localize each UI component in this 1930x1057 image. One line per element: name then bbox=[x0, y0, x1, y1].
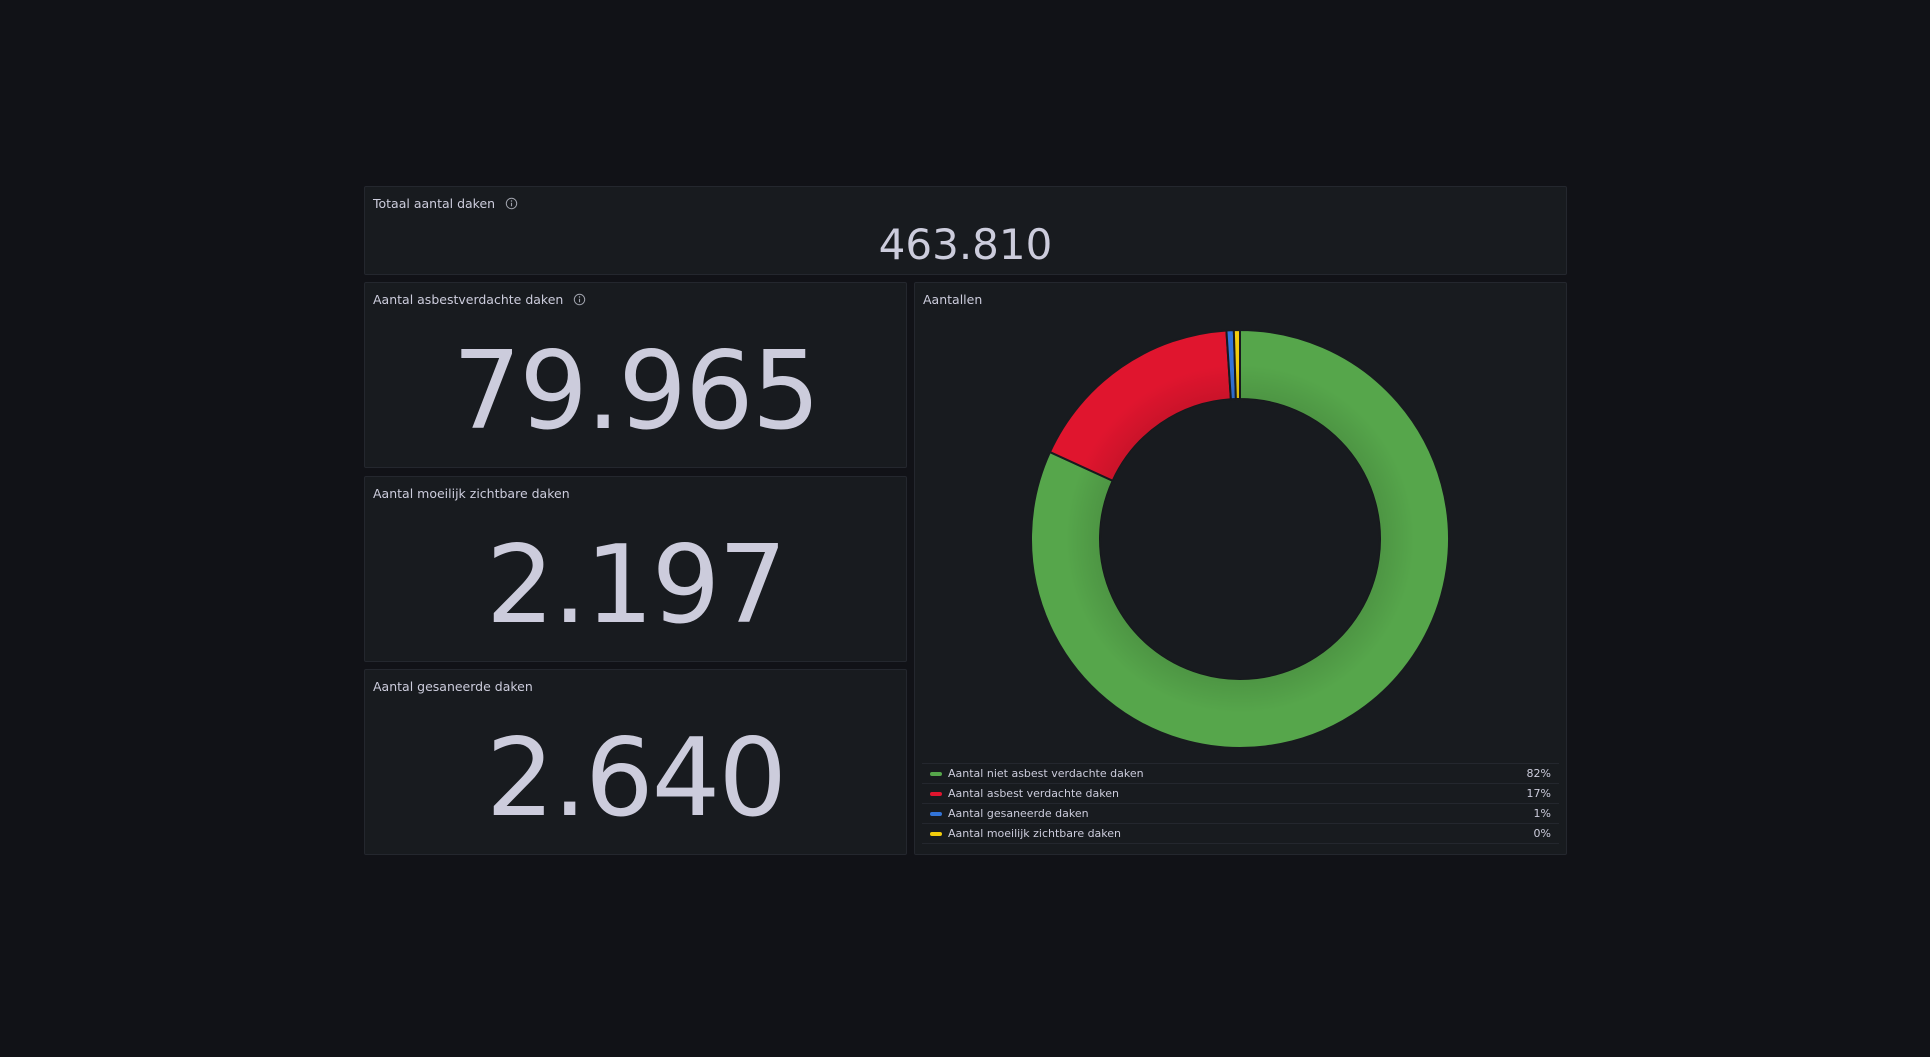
legend-label: Aantal gesaneerde daken bbox=[948, 807, 1089, 820]
panel-aantallen[interactable]: Aantallen Aantal niet asbest verdachte d… bbox=[914, 282, 1567, 855]
panel-title: Aantallen bbox=[923, 291, 983, 307]
donut-chart[interactable] bbox=[915, 283, 1566, 761]
info-icon[interactable] bbox=[505, 197, 518, 210]
legend-item[interactable]: Aantal asbest verdachte daken 17% bbox=[922, 783, 1559, 803]
stat-value: 463.810 bbox=[878, 220, 1053, 269]
panel-title: Aantal moeilijk zichtbare daken bbox=[373, 485, 570, 501]
legend-percent: 17% bbox=[1526, 787, 1551, 800]
panel-header: Aantal asbestverdachte daken bbox=[373, 289, 586, 309]
panel-header: Aantallen bbox=[923, 289, 982, 309]
legend-label: Aantal asbest verdachte daken bbox=[948, 787, 1119, 800]
panel-header: Aantal gesaneerde daken bbox=[373, 676, 533, 696]
stat-value: 79.965 bbox=[452, 329, 821, 454]
panel-aantal-asbestverdachte-daken[interactable]: Aantal asbestverdachte daken 79.965 bbox=[364, 282, 907, 468]
chart-legend: Aantal niet asbest verdachte daken 82% Aan… bbox=[922, 763, 1559, 844]
panel-title: Totaal aantal daken bbox=[373, 195, 496, 211]
panel-aantal-moeilijk-zichtbare-daken[interactable]: Aantal moeilijk zichtbare daken 2.197 bbox=[364, 476, 907, 662]
legend-percent: 0% bbox=[1533, 827, 1551, 840]
panel-aantal-gesaneerde-daken[interactable]: Aantal gesaneerde daken 2.640 bbox=[364, 669, 907, 855]
dashboard: Totaal aantal daken 463.810 Aantal asbes… bbox=[364, 186, 1567, 856]
info-icon[interactable] bbox=[573, 293, 586, 306]
panel-header: Aantal moeilijk zichtbare daken bbox=[373, 483, 570, 503]
legend-item[interactable]: Aantal moeilijk zichtbare daken 0% bbox=[922, 823, 1559, 844]
panel-title: Aantal asbestverdachte daken bbox=[373, 291, 564, 307]
legend-item[interactable]: Aantal niet asbest verdachte daken 82% bbox=[922, 763, 1559, 783]
legend-percent: 82% bbox=[1526, 767, 1551, 780]
legend-label: Aantal niet asbest verdachte daken bbox=[948, 767, 1144, 780]
stat-value: 2.640 bbox=[485, 716, 787, 841]
legend-item[interactable]: Aantal gesaneerde daken 1% bbox=[922, 803, 1559, 823]
donut-slice-1[interactable] bbox=[1048, 329, 1232, 483]
panel-totaal-aantal-daken[interactable]: Totaal aantal daken 463.810 bbox=[364, 186, 1567, 275]
legend-swatch bbox=[930, 831, 942, 836]
legend-swatch bbox=[930, 811, 942, 816]
panel-title: Aantal gesaneerde daken bbox=[373, 678, 533, 694]
donut-slice-3[interactable] bbox=[1232, 328, 1241, 401]
stat-value: 2.197 bbox=[485, 523, 787, 648]
panel-header: Totaal aantal daken bbox=[373, 193, 518, 213]
legend-swatch bbox=[930, 791, 942, 796]
legend-label: Aantal moeilijk zichtbare daken bbox=[948, 827, 1122, 840]
legend-percent: 1% bbox=[1533, 807, 1551, 820]
legend-swatch bbox=[930, 771, 942, 776]
